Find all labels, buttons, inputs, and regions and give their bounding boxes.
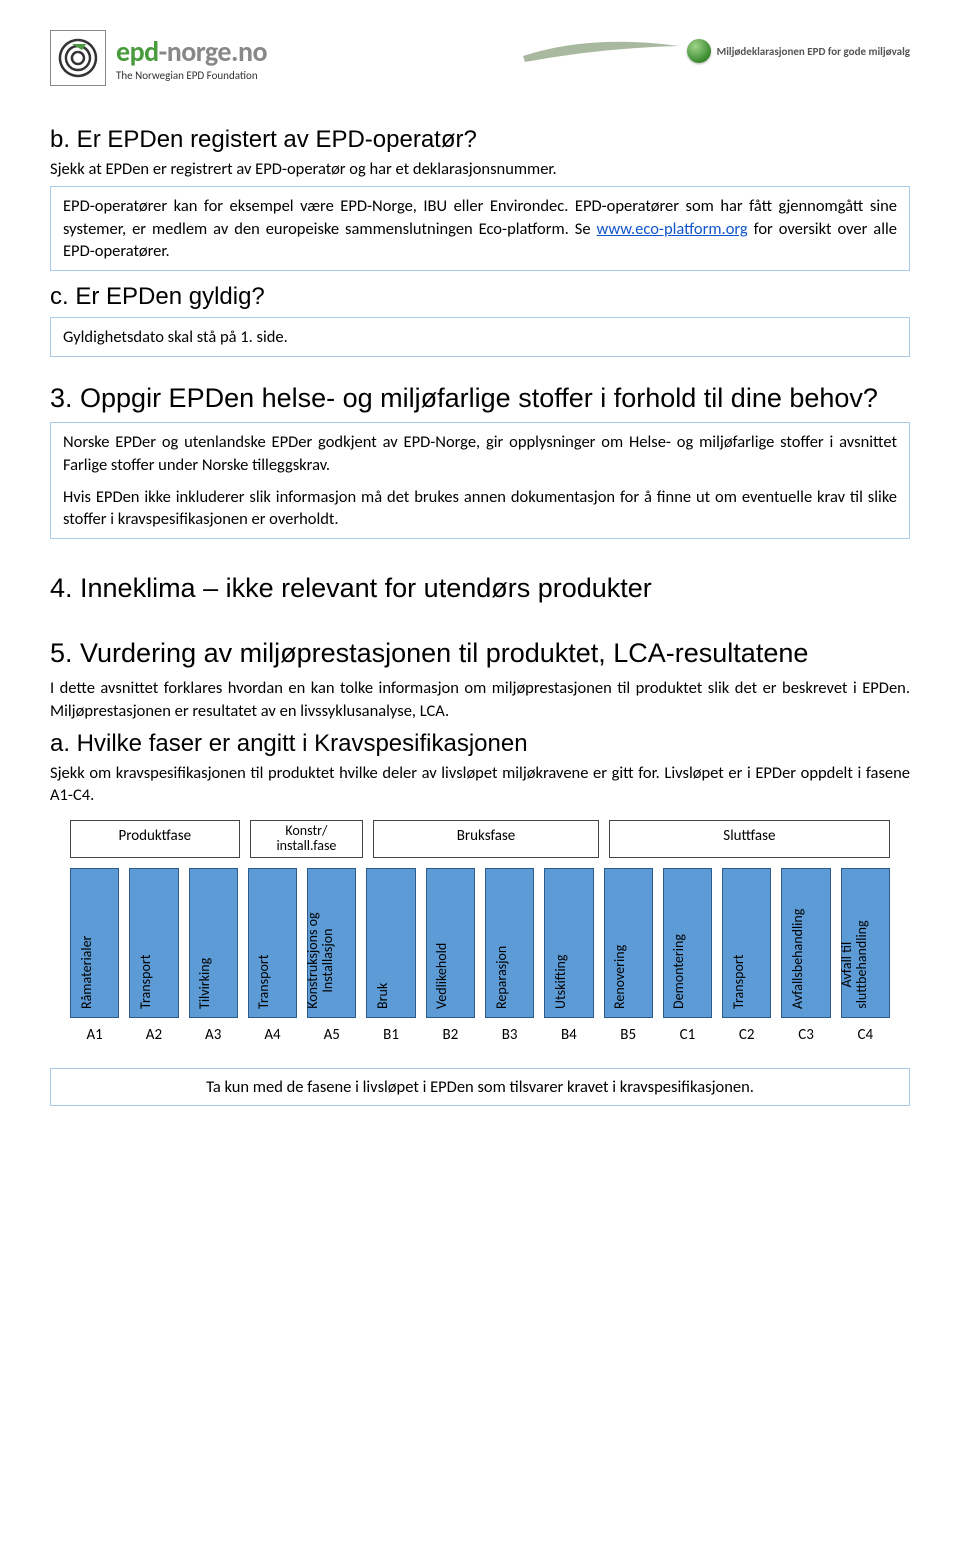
phase-cell-label: Avfall tilsluttbehandling bbox=[839, 920, 870, 1008]
phase-group-header: Sluttfase bbox=[609, 820, 890, 857]
section-3-box-p2: Hvis EPDen ikke inkluderer slik informas… bbox=[63, 486, 897, 531]
phase-code: A2 bbox=[129, 1026, 178, 1044]
phase-cell: Avfallsbehandling bbox=[781, 868, 830, 1018]
phase-cell-label: Transport bbox=[137, 954, 154, 1008]
document-page: epd-norge.no The Norwegian EPD Foundatio… bbox=[0, 0, 960, 1146]
logo-right-text: Miljødeklarasjonen EPD for gode miljøval… bbox=[717, 45, 910, 58]
section-b-box: EPD-operatører kan for eksempel være EPD… bbox=[50, 186, 910, 271]
section-c-box-text: Gyldighetsdato skal stå på 1. side. bbox=[63, 326, 897, 348]
logo-left: epd-norge.no The Norwegian EPD Foundatio… bbox=[50, 30, 267, 86]
phase-cells-row: Råmaterialer Transport Tilvirking Transport… bbox=[70, 868, 890, 1018]
phase-cell: Avfall tilsluttbehandling bbox=[841, 868, 890, 1018]
phase-group-header: Bruksfase bbox=[373, 820, 598, 857]
phase-header-row: Produktfase Konstr/install.faseBruksfase S… bbox=[70, 820, 890, 857]
phase-group-header: Produktfase bbox=[70, 820, 240, 857]
heading-4: 4. Inneklima – ikke relevant for utendør… bbox=[50, 573, 910, 604]
section-b-intro: Sjekk at EPDen er registrert av EPD-oper… bbox=[50, 158, 910, 180]
phase-cell-label: Bruk bbox=[374, 983, 391, 1009]
phase-code: B5 bbox=[604, 1026, 653, 1044]
phase-cell-label: Utskifting bbox=[552, 954, 569, 1009]
phase-cell: Transport bbox=[722, 868, 771, 1018]
phase-cell: Transport bbox=[248, 868, 297, 1018]
phase-table: Produktfase Konstr/install.faseBruksfase S… bbox=[50, 820, 910, 1043]
phase-cell: Vedlikehold bbox=[426, 868, 475, 1018]
phase-code: B1 bbox=[366, 1026, 415, 1044]
phase-code: A4 bbox=[248, 1026, 297, 1044]
phase-code: B3 bbox=[485, 1026, 534, 1044]
phase-codes-row: A1 A2 A3 A4 A5 B1 B2 B3 B4 B5 C1 C2 C3 C4 bbox=[70, 1026, 890, 1044]
eco-platform-link[interactable]: www.eco-platform.org bbox=[597, 219, 748, 239]
phase-cell-label: Transport bbox=[255, 954, 272, 1008]
swoosh-icon bbox=[521, 36, 681, 66]
phase-cell: Renovering bbox=[604, 868, 653, 1018]
phase-cell-label: Tilvirking bbox=[196, 958, 213, 1009]
phase-cell: Utskifting bbox=[544, 868, 593, 1018]
logo-right: Miljødeklarasjonen EPD for gode miljøval… bbox=[521, 36, 910, 66]
phase-code: A5 bbox=[307, 1026, 356, 1044]
section-5-intro: I dette avsnittet forklares hvordan en k… bbox=[50, 677, 910, 722]
phase-cell: Reparasjon bbox=[485, 868, 534, 1018]
phase-cell: Transport bbox=[129, 868, 178, 1018]
phase-cell: Bruk bbox=[366, 868, 415, 1018]
phase-code: C4 bbox=[841, 1026, 890, 1044]
heading-3: 3. Oppgir EPDen helse- og miljøfarlige s… bbox=[50, 383, 910, 414]
phase-code: A1 bbox=[70, 1026, 119, 1044]
page-header: epd-norge.no The Norwegian EPD Foundatio… bbox=[50, 30, 910, 86]
heading-5a: a. Hvilke faser er angitt i Kravspesifik… bbox=[50, 730, 910, 758]
section-3-box-p1: Norske EPDer og utenlandske EPDer godkje… bbox=[63, 431, 897, 476]
epd-logo-icon bbox=[50, 30, 106, 86]
phase-code: C3 bbox=[781, 1026, 830, 1044]
phase-code: A3 bbox=[189, 1026, 238, 1044]
globe-icon bbox=[687, 39, 711, 63]
heading-5: 5. Vurdering av miljøprestasjonen til pr… bbox=[50, 638, 910, 669]
section-b-box-text: EPD-operatører kan for eksempel være EPD… bbox=[63, 195, 897, 262]
section-c-box: Gyldighetsdato skal stå på 1. side. bbox=[50, 317, 910, 357]
phase-cell: Tilvirking bbox=[189, 868, 238, 1018]
phase-cell-label: Demontering bbox=[670, 934, 687, 1009]
heading-b: b. Er EPDen registert av EPD-operatør? bbox=[50, 126, 910, 154]
logo-title: epd-norge.no bbox=[116, 34, 267, 69]
final-instruction-text: Ta kun med de fasene i livsløpet i EPDen… bbox=[206, 1077, 754, 1097]
phase-cell: Demontering bbox=[663, 868, 712, 1018]
phase-cell-label: Transport bbox=[730, 954, 747, 1008]
logo-title-grey: -norge.no bbox=[159, 34, 267, 69]
phase-cell: Konstruksjons ogInstallasjon bbox=[307, 868, 356, 1018]
heading-c: c. Er EPDen gyldig? bbox=[50, 283, 910, 311]
phase-code: B4 bbox=[544, 1026, 593, 1044]
phase-cell-label: Konstruksjons ogInstallasjon bbox=[306, 912, 337, 1008]
logo-text-block: epd-norge.no The Norwegian EPD Foundatio… bbox=[116, 34, 267, 82]
phase-code: B2 bbox=[426, 1026, 475, 1044]
phase-code: C1 bbox=[663, 1026, 712, 1044]
section-5a-text: Sjekk om kravspesifikasjonen til produkt… bbox=[50, 762, 910, 807]
phase-cell: Råmaterialer bbox=[70, 868, 119, 1018]
final-instruction-box: Ta kun med de fasene i livsløpet i EPDen… bbox=[50, 1068, 910, 1106]
section-3-box: Norske EPDer og utenlandske EPDer godkje… bbox=[50, 422, 910, 539]
phase-cell-label: Vedlikehold bbox=[433, 943, 450, 1009]
phase-group-header: Konstr/install.fase bbox=[250, 820, 364, 857]
phase-cell-label: Råmaterialer bbox=[78, 935, 95, 1008]
phase-cell-label: Avfallsbehandling bbox=[789, 909, 806, 1009]
phase-cell-label: Reparasjon bbox=[493, 946, 510, 1009]
phase-cell-label: Renovering bbox=[611, 945, 628, 1009]
logo-subtitle: The Norwegian EPD Foundation bbox=[116, 69, 267, 82]
logo-title-green: epd bbox=[116, 34, 159, 69]
phase-code: C2 bbox=[722, 1026, 771, 1044]
